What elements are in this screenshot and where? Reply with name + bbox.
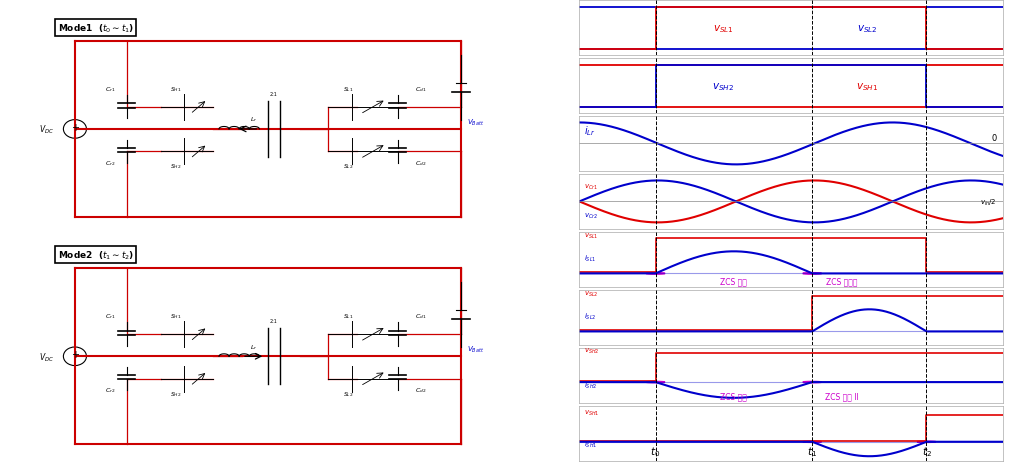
Text: ZCS 턴오프: ZCS 턴오프: [825, 277, 857, 286]
Text: $S_{H2}$: $S_{H2}$: [170, 389, 181, 398]
Text: $C_{d1}$: $C_{d1}$: [415, 311, 426, 320]
Text: ZCS 턴온: ZCS 턴온: [719, 277, 747, 286]
Text: ZCS 턴오 II: ZCS 턴오 II: [824, 391, 858, 400]
Text: $v_{SH1}$: $v_{SH1}$: [583, 408, 598, 417]
Text: $t_0$: $t_0$: [650, 444, 660, 458]
Text: ZCS 턴온: ZCS 턴온: [719, 391, 747, 400]
Text: +: +: [71, 122, 78, 132]
Text: $C_{r2}$: $C_{r2}$: [105, 385, 115, 394]
Text: $t_1$: $t_1$: [806, 444, 816, 458]
Text: $t_2$: $t_2$: [920, 444, 930, 458]
Text: $S_{H1}$: $S_{H1}$: [170, 84, 181, 94]
Text: $S_{H1}$: $S_{H1}$: [170, 311, 181, 320]
Text: $C_{d2}$: $C_{d2}$: [415, 385, 426, 394]
Text: Mode1  ($t_0{\sim}t_1$): Mode1 ($t_0{\sim}t_1$): [57, 22, 133, 35]
Text: $V_{DC}$: $V_{DC}$: [39, 124, 54, 136]
Text: $L_r$: $L_r$: [250, 342, 257, 351]
Text: $L_r$: $L_r$: [250, 115, 257, 124]
Text: $v_{SH1}$: $v_{SH1}$: [855, 81, 877, 93]
Text: $i_{SL1}$: $i_{SL1}$: [583, 254, 595, 264]
Text: $i_{SH2}$: $i_{SH2}$: [583, 380, 596, 390]
Text: $S_{H2}$: $S_{H2}$: [170, 162, 181, 171]
Text: $v_{Cr2}$: $v_{Cr2}$: [583, 212, 597, 221]
Text: 0: 0: [990, 134, 996, 143]
Text: $v_{SH2}$: $v_{SH2}$: [583, 346, 598, 355]
Text: $V_{Batt}$: $V_{Batt}$: [467, 344, 484, 355]
Text: $v_{SL1}$: $v_{SL1}$: [583, 231, 597, 240]
Text: $i_{SL2}$: $i_{SL2}$: [583, 312, 595, 322]
Text: Mode2  ($t_1{\sim}t_2$): Mode2 ($t_1{\sim}t_2$): [57, 249, 133, 262]
Text: $i_{Lr}$: $i_{Lr}$: [583, 124, 595, 138]
Text: $C_{r1}$: $C_{r1}$: [105, 311, 115, 320]
Text: $C_{d2}$: $C_{d2}$: [415, 158, 426, 168]
Text: $v_{SL1}$: $v_{SL1}$: [712, 24, 733, 35]
Text: $S_{L1}$: $S_{L1}$: [343, 311, 354, 320]
Text: $S_{L1}$: $S_{L1}$: [343, 84, 354, 94]
Text: $v_{Cr1}$: $v_{Cr1}$: [583, 182, 597, 192]
Text: +: +: [71, 349, 78, 359]
Text: $v_{SL2}$: $v_{SL2}$: [583, 289, 597, 298]
Text: $C_{r1}$: $C_{r1}$: [105, 84, 115, 94]
Text: $C_{d1}$: $C_{d1}$: [415, 84, 426, 94]
Text: $S_{L2}$: $S_{L2}$: [343, 389, 354, 398]
Text: $v_{SL2}$: $v_{SL2}$: [856, 24, 876, 35]
Text: $v_{in}/2$: $v_{in}/2$: [978, 197, 996, 207]
Text: 2:1: 2:1: [270, 318, 277, 323]
Text: $V_{Batt}$: $V_{Batt}$: [467, 118, 484, 128]
Text: $V_{DC}$: $V_{DC}$: [39, 350, 54, 363]
Text: $S_{L2}$: $S_{L2}$: [343, 162, 354, 171]
Text: $v_{SH2}$: $v_{SH2}$: [711, 81, 734, 93]
Text: $i_{SH1}$: $i_{SH1}$: [583, 439, 596, 450]
Text: $C_{r2}$: $C_{r2}$: [105, 158, 115, 168]
Text: 2:1: 2:1: [270, 91, 277, 96]
